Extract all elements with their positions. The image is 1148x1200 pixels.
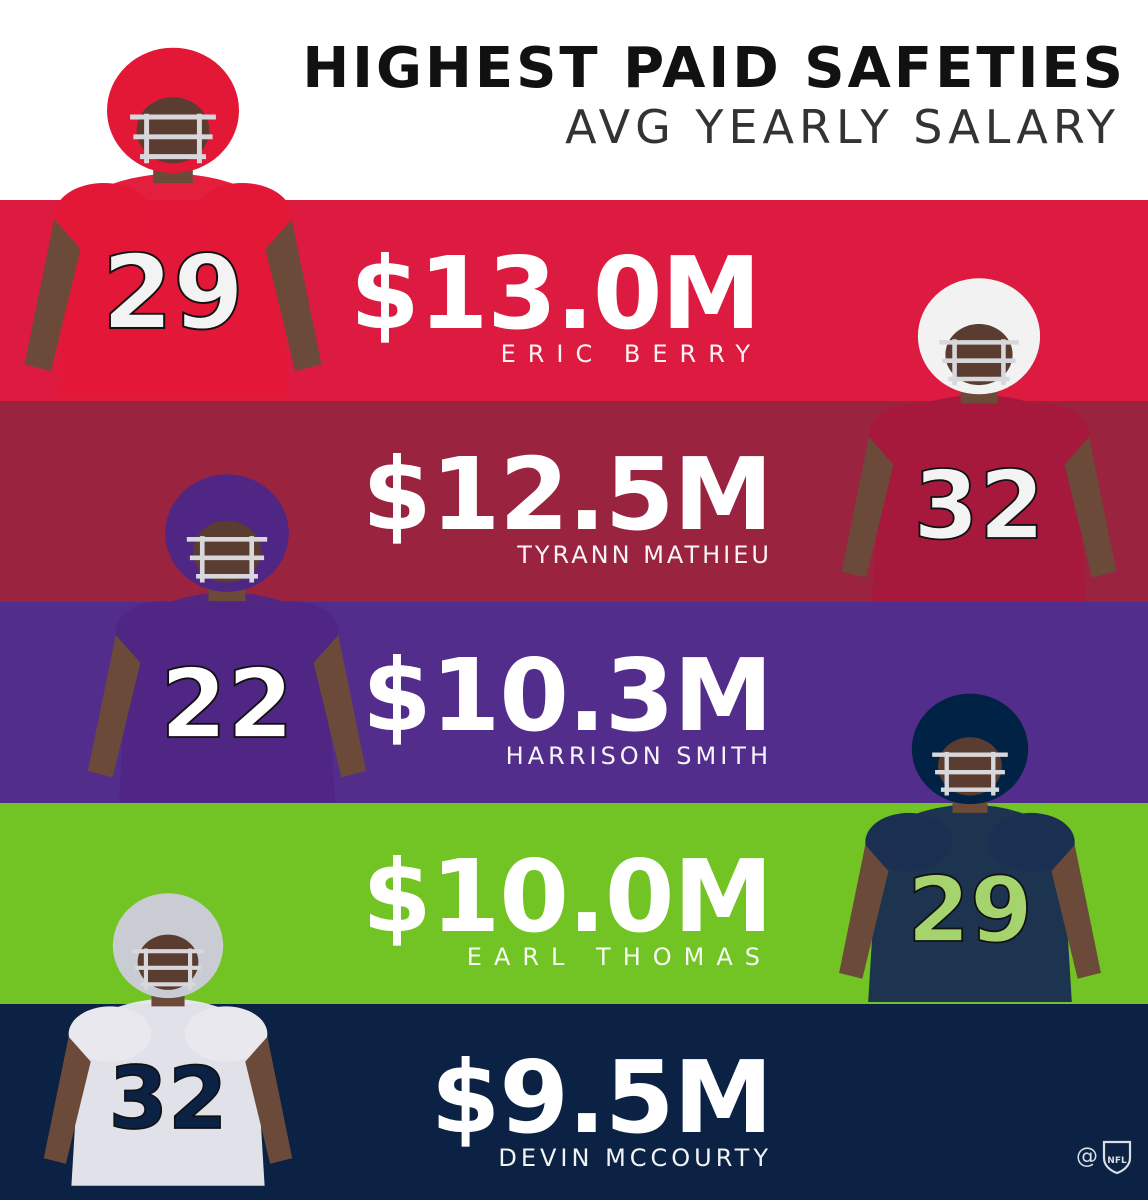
nfl-credit: @ NFL [1076, 1138, 1132, 1174]
salary-value: $13.0M [350, 235, 761, 352]
svg-text:29: 29 [102, 234, 244, 353]
player-name: DEVIN MCCOURTY [498, 1144, 772, 1172]
cardinals-player-photo: 32 [841, 278, 1117, 602]
svg-text:32: 32 [108, 1050, 227, 1149]
vikings-player-photo: 22 [87, 474, 367, 802]
chart-subtitle: AVG YEARLY SALARY [565, 100, 1120, 154]
svg-text:NFL: NFL [1107, 1156, 1127, 1166]
seahawks-player-photo: 29 [839, 693, 1101, 1002]
at-sign: @ [1076, 1143, 1098, 1169]
player-name: HARRISON SMITH [505, 742, 772, 770]
salary-value: $9.5M [430, 1039, 773, 1156]
player-name: ERIC BERRY [500, 340, 762, 368]
svg-text:22: 22 [160, 648, 293, 760]
salary-value: $10.0M [362, 838, 773, 955]
chart-title: HIGHEST PAID SAFETIES [302, 36, 1126, 101]
svg-text:29: 29 [907, 858, 1032, 963]
chiefs-player-photo: 29 [24, 47, 322, 398]
salary-value: $12.5M [362, 436, 773, 553]
svg-text:32: 32 [913, 451, 1045, 561]
player-name: EARL THOMAS [466, 943, 772, 971]
salary-value: $10.3M [362, 637, 773, 754]
nfl-shield-icon: NFL [1102, 1140, 1132, 1174]
patriots-player-photo: 32 [43, 893, 293, 1186]
player-name: TYRANN MATHIEU [517, 541, 772, 569]
